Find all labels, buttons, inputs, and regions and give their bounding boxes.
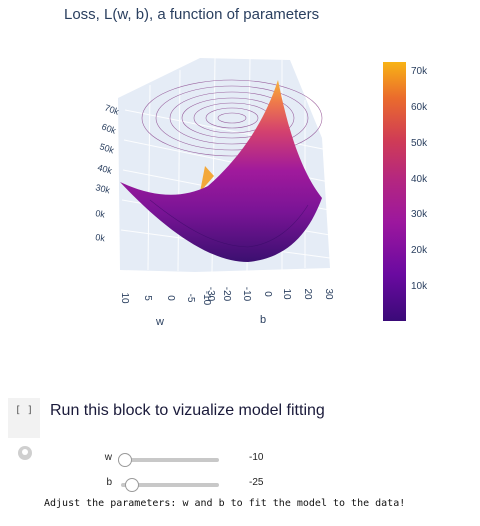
b-slider[interactable]: b -25 xyxy=(96,476,296,494)
w-tick: 10 xyxy=(119,292,130,304)
b-slider-value: -25 xyxy=(249,477,264,488)
w-slider[interactable]: w -10 xyxy=(96,451,296,469)
loss-surface-plot[interactable]: 70k 60k 50k 40k 30k 0k 0k 10 5 0 -5 -10 … xyxy=(0,30,480,335)
loss-tick: 0k xyxy=(95,208,107,220)
loss-axis-ticks: 70k 60k 50k 40k 30k 0k 0k xyxy=(95,102,121,243)
markdown-cell[interactable]: [ ] Run this block to vizualize model fi… xyxy=(8,398,480,438)
w-slider-label: w xyxy=(104,452,112,463)
loss-surface xyxy=(120,80,322,262)
w-slider-value: -10 xyxy=(249,452,264,463)
plot-title: Loss, L(w, b), a function of parameters xyxy=(64,6,320,23)
output-avatar-icon[interactable] xyxy=(18,446,32,460)
loss-tick: 0k xyxy=(95,232,106,243)
b-tick: -30 xyxy=(205,287,216,302)
b-axis-ticks: -30 -20 -10 0 10 20 30 xyxy=(205,287,334,302)
loss-tick: 50k xyxy=(98,141,115,155)
b-tick: 0 xyxy=(262,291,273,297)
b-tick: 10 xyxy=(281,288,292,300)
b-tick: -20 xyxy=(221,287,232,302)
colorbar-tick: 70k xyxy=(411,66,428,77)
b-slider-label: b xyxy=(106,477,112,488)
loss-tick: 30k xyxy=(95,182,112,195)
w-axis-title: w xyxy=(155,316,164,328)
colorbar-tick: 10k xyxy=(411,281,428,292)
w-axis-ticks: 10 5 0 -5 -10 xyxy=(119,291,212,306)
b-tick: 30 xyxy=(323,288,334,300)
loss-tick: 60k xyxy=(100,121,118,136)
contour-rings xyxy=(141,79,323,157)
b-slider-handle[interactable] xyxy=(124,478,139,492)
instructions-text: Adjust the parameters: w and b to fit th… xyxy=(44,498,406,509)
colorbar-tick: 30k xyxy=(411,209,428,220)
colorbar-tick: 60k xyxy=(411,102,428,113)
w-tick: 5 xyxy=(142,295,153,301)
w-slider-handle[interactable] xyxy=(118,453,132,467)
colorbar-tick: 40k xyxy=(411,174,428,185)
markdown-heading: Run this block to vizualize model fittin… xyxy=(50,402,325,419)
w-slider-track[interactable] xyxy=(118,453,219,467)
colorbar-tick: 50k xyxy=(411,138,428,149)
b-slider-track[interactable] xyxy=(121,478,219,492)
w-tick: 0 xyxy=(165,295,176,301)
colorbar-tick: 20k xyxy=(411,245,428,256)
loss-tick: 40k xyxy=(96,162,113,176)
w-tick: -10 xyxy=(201,291,212,306)
b-tick: 20 xyxy=(302,288,313,300)
colorbar xyxy=(383,62,406,321)
b-tick: -10 xyxy=(241,287,252,302)
w-tick: -5 xyxy=(185,294,196,303)
cell-run-bracket[interactable]: [ ] xyxy=(8,398,40,438)
b-axis-title: b xyxy=(260,314,266,326)
loss-tick: 70k xyxy=(103,102,121,117)
